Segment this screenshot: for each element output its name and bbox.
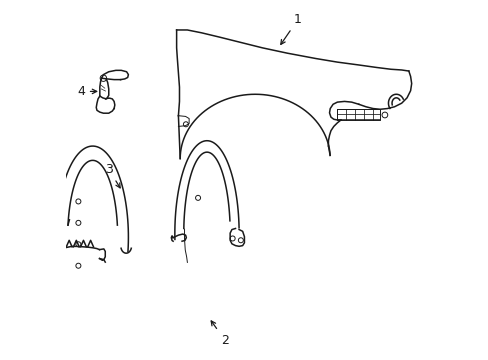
Text: 2: 2 bbox=[211, 321, 228, 347]
Text: 3: 3 bbox=[104, 163, 120, 188]
Text: 4: 4 bbox=[77, 85, 97, 98]
Text: 1: 1 bbox=[280, 13, 302, 44]
